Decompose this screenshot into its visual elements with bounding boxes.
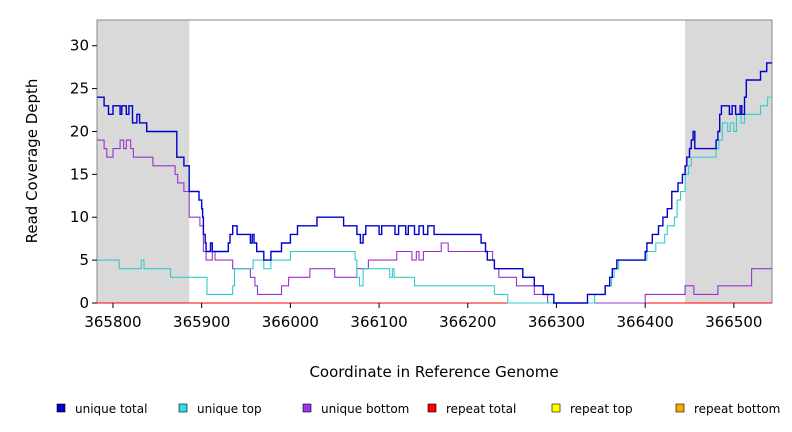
y-tick-label: 20 bbox=[70, 122, 89, 140]
legend-swatch-unique-total bbox=[56, 403, 66, 413]
x-axis: 365800 365900 366000 366100 366200 366300 3664… bbox=[84, 303, 762, 331]
legend-label-repeat-top: repeat top bbox=[570, 402, 633, 416]
x-tick-label: 366100 bbox=[350, 313, 407, 331]
legend: unique total unique top unique bottom repea… bbox=[56, 402, 780, 416]
legend-swatch-repeat-total bbox=[427, 403, 437, 413]
y-tick-label: 10 bbox=[70, 208, 89, 226]
plot-frame bbox=[96, 19, 773, 304]
series-unique-bottom bbox=[97, 139, 772, 304]
legend-swatch-unique-top bbox=[178, 403, 188, 413]
legend-swatch-unique-bottom bbox=[302, 403, 312, 413]
y-tick-label: 15 bbox=[70, 165, 89, 183]
legend-swatch-repeat-top bbox=[551, 403, 561, 413]
series-unique-top bbox=[97, 96, 772, 304]
legend-label-unique-top: unique top bbox=[197, 402, 262, 416]
y-tick-label: 0 bbox=[79, 294, 89, 312]
x-axis-title: Coordinate in Reference Genome bbox=[309, 363, 558, 381]
legend-label-repeat-total: repeat total bbox=[446, 402, 516, 416]
x-tick-label: 366300 bbox=[528, 313, 585, 331]
y-tick-label: 5 bbox=[79, 251, 89, 269]
y-axis: 0 5 10 15 20 25 30 bbox=[70, 37, 97, 312]
x-tick-label: 366500 bbox=[705, 313, 762, 331]
x-tick-label: 366000 bbox=[262, 313, 319, 331]
x-tick-label: 365900 bbox=[173, 313, 230, 331]
legend-label-repeat-bottom: repeat bottom bbox=[694, 402, 780, 416]
x-tick-label: 366400 bbox=[617, 313, 674, 331]
legend-label-unique-total: unique total bbox=[75, 402, 147, 416]
shaded-regions bbox=[97, 20, 772, 303]
x-tick-label: 365800 bbox=[84, 313, 141, 331]
y-axis-title: Read Coverage Depth bbox=[23, 79, 41, 244]
series-unique-total bbox=[97, 62, 772, 304]
shaded-region-1 bbox=[97, 20, 190, 303]
legend-swatch-repeat-bottom bbox=[675, 403, 685, 413]
legend-label-unique-bottom: unique bottom bbox=[321, 402, 409, 416]
x-tick-label: 366200 bbox=[439, 313, 496, 331]
series-lines bbox=[97, 62, 772, 304]
y-tick-label: 25 bbox=[70, 80, 89, 98]
shaded-region-2 bbox=[685, 20, 772, 303]
y-tick-label: 30 bbox=[70, 37, 89, 55]
